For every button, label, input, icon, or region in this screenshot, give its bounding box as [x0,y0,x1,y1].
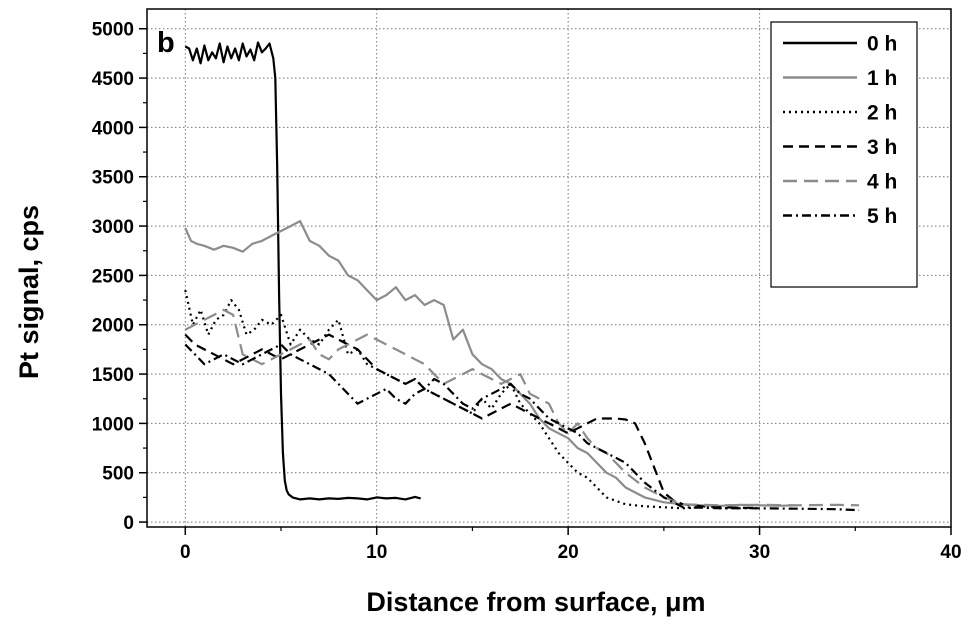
x-tick-label: 20 [558,542,579,563]
y-axis-title: Pt signal, cps [14,205,44,379]
plot-frame [146,8,952,528]
series-line-5h [184,343,860,512]
series-line-0h [184,41,421,501]
y-tick-label: 4500 [92,69,134,90]
y-tick-label: 5000 [92,20,134,41]
series-line-2h [184,289,760,510]
series-line-4h [184,308,860,507]
legend-label: 0 h [867,33,897,56]
y-tick-label: 2500 [92,266,134,287]
legend-label: 4 h [867,171,897,194]
legend-box [770,21,918,288]
x-tick-label: 0 [180,542,191,563]
series-line-1h [184,220,798,507]
legend-label: 1 h [867,67,897,90]
legend-items: 0 h 1 h 2 h 3 h 4 h 5 h [783,33,897,228]
legend-label: 2 h [867,102,897,125]
legend: 0 h 1 h 2 h 3 h 4 h 5 h [770,21,918,288]
y-tick-label: 3000 [92,217,134,238]
y-tick-label: 2000 [92,316,134,337]
y-tick-label: 4000 [92,118,134,139]
x-axis-title: Distance from surface, μm [366,587,705,617]
y-tick-label: 0 [123,513,134,534]
series-layer [184,41,860,512]
x-tick-label: 10 [366,542,387,563]
y-tick-label: 500 [102,464,134,485]
panel-label: b [157,27,175,59]
x-tick-label: 40 [940,542,961,563]
x-tick-label: 30 [749,542,770,563]
legend-label: 3 h [867,136,897,159]
ticks-layer: 0 10 20 30 40 0 500 1000 1500 2000 2500 3000 3500 400… [92,20,962,563]
series-line-3h [184,333,760,509]
legend-label: 5 h [867,205,897,228]
y-tick-label: 1000 [92,414,134,435]
y-tick-label: 1500 [92,365,134,386]
y-tick-label: 3500 [92,168,134,189]
